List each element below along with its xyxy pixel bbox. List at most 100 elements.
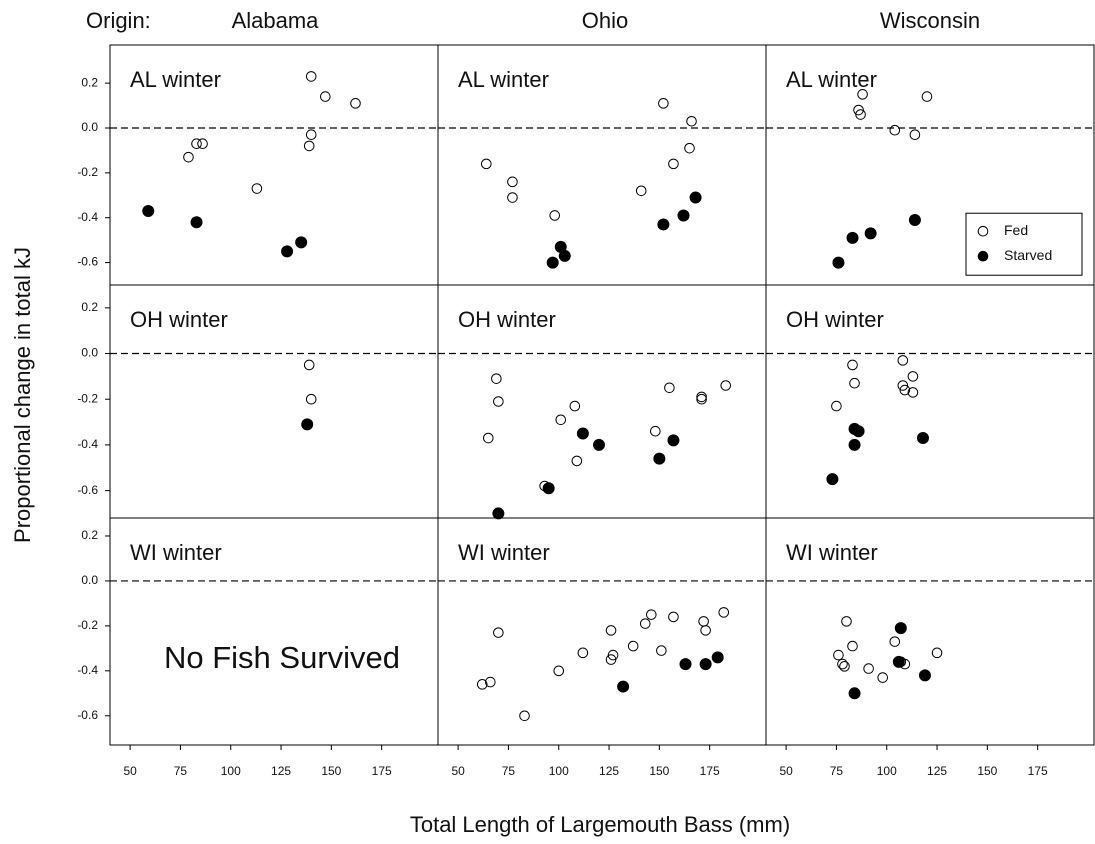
point [607, 649, 619, 661]
point [699, 658, 712, 671]
point [852, 425, 865, 438]
point [889, 124, 901, 136]
point [837, 658, 848, 670]
point [894, 622, 907, 635]
point [684, 142, 695, 154]
point [908, 213, 921, 226]
point [635, 185, 647, 197]
y-tick-label: -0.6 [77, 483, 98, 497]
point [658, 98, 669, 109]
point [305, 71, 317, 82]
point [492, 507, 505, 520]
y-tick-label: -0.6 [77, 255, 98, 269]
point [864, 227, 877, 240]
point [889, 636, 901, 647]
point [303, 359, 315, 371]
point [519, 710, 530, 722]
point [191, 138, 202, 149]
x-tick-label: 75 [502, 764, 516, 778]
legend-label: Starved [1004, 247, 1052, 263]
point [711, 651, 724, 664]
x-tick-label: 75 [174, 764, 188, 778]
x-tick-label: 175 [372, 764, 392, 778]
y-axis-label: Proportional change in total kJ [10, 247, 35, 543]
point [718, 607, 730, 618]
point [303, 140, 315, 152]
y-tick-label: 0.2 [81, 75, 98, 89]
y-tick-label: -0.4 [77, 210, 98, 224]
panel-frame [765, 517, 1095, 746]
point [576, 427, 589, 440]
x-tick-label: 100 [221, 764, 241, 778]
point [281, 245, 294, 258]
point [301, 418, 314, 431]
panel-title: AL winter [786, 67, 877, 92]
point [542, 482, 555, 495]
point [877, 672, 889, 683]
point [667, 434, 680, 447]
y-tick-label: 0.0 [81, 573, 98, 587]
legend-marker [977, 250, 989, 262]
point [848, 438, 861, 451]
origin-label: Origin: [86, 8, 151, 33]
point [251, 183, 263, 194]
point [847, 640, 858, 652]
point [909, 129, 921, 141]
x-tick-label: 175 [1028, 764, 1048, 778]
point [831, 400, 842, 412]
y-tick-label: -0.2 [77, 618, 98, 632]
panel-title: AL winter [458, 67, 549, 92]
point [832, 256, 845, 269]
point [476, 679, 488, 690]
x-tick-label: 75 [830, 764, 844, 778]
x-tick-label: 150 [649, 764, 669, 778]
point [899, 384, 911, 396]
point [679, 658, 692, 671]
column-header: Ohio [582, 8, 628, 33]
point [826, 473, 839, 486]
panel-title: OH winter [458, 307, 556, 332]
point [686, 115, 697, 127]
point [892, 655, 905, 668]
panel-title: WI winter [458, 540, 550, 565]
point [305, 393, 317, 405]
point [689, 191, 702, 204]
point [483, 432, 494, 444]
legend-box [965, 212, 1083, 276]
point [569, 400, 581, 412]
point [931, 647, 943, 659]
panel-title: AL winter [130, 67, 221, 92]
point [650, 425, 661, 437]
point [833, 649, 844, 661]
point [700, 625, 711, 636]
point [720, 380, 732, 391]
point [183, 151, 194, 163]
panel-title: OH winter [130, 307, 228, 332]
x-tick-label: 50 [451, 764, 465, 778]
point [907, 371, 919, 382]
point [507, 176, 518, 188]
x-tick-label: 100 [549, 764, 569, 778]
point [197, 138, 208, 149]
point [907, 387, 919, 398]
legend-marker [977, 225, 989, 237]
point [677, 209, 690, 222]
point [305, 129, 317, 141]
x-tick-label: 50 [123, 764, 137, 778]
point [493, 396, 504, 407]
x-tick-label: 50 [779, 764, 793, 778]
point [320, 91, 331, 102]
point [857, 89, 868, 100]
y-tick-label: -0.6 [77, 708, 98, 722]
y-tick-label: -0.2 [77, 165, 98, 179]
point [493, 627, 504, 638]
point [546, 256, 559, 269]
point [639, 618, 651, 629]
point [653, 452, 666, 465]
point [918, 669, 931, 682]
x-tick-label: 125 [599, 764, 619, 778]
point [558, 249, 571, 262]
point [553, 665, 565, 677]
point [605, 625, 617, 636]
point [577, 647, 589, 659]
